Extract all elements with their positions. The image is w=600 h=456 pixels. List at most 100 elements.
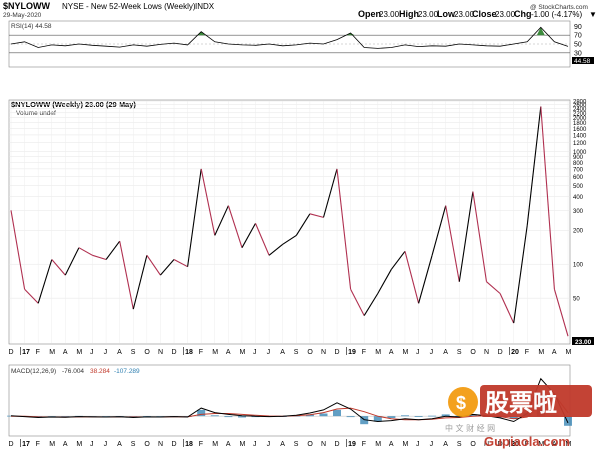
price-last-box <box>572 337 594 345</box>
x-axis-label: S <box>457 441 462 448</box>
price-segment <box>282 234 297 245</box>
x-axis-label: S <box>294 441 299 448</box>
x-axis-label: O <box>307 441 313 448</box>
price-tick-label: 100 <box>573 263 584 269</box>
x-axis-label: M <box>239 441 245 448</box>
price-segment <box>51 259 66 276</box>
x-axis-label: A <box>63 349 68 356</box>
price-segment <box>37 259 53 304</box>
price-tick-label: 1000 <box>573 150 587 156</box>
price-segment <box>268 243 284 256</box>
rsi-last-value: 44.58 <box>574 58 591 65</box>
x-axis-label: J <box>267 441 271 448</box>
x-axis-label: J <box>104 349 108 356</box>
x-axis-label: J <box>430 441 434 448</box>
macd-label: MACD(12,26,9) <box>11 368 56 375</box>
macd-histogram-bar <box>414 416 423 417</box>
price-tick-label: 1600 <box>573 127 587 133</box>
x-axis-label: 19 <box>348 349 356 356</box>
price-segment <box>78 247 93 256</box>
x-axis-label: M <box>538 441 544 448</box>
x-axis-label: A <box>280 349 285 356</box>
price-segment <box>431 205 447 256</box>
x-axis-label: M <box>375 441 381 448</box>
chg-label: Chg <box>514 9 532 19</box>
low-value: 23.00 <box>454 10 475 19</box>
rsi-line <box>10 26 569 49</box>
price-segment <box>499 293 515 324</box>
price-segment <box>377 269 392 294</box>
price-segment <box>486 281 501 294</box>
price-segment <box>322 168 338 218</box>
x-axis-label: D <box>498 349 503 356</box>
x-axis-label: O <box>144 349 150 356</box>
histogram-value: -107.289 <box>114 368 140 375</box>
x-axis-label: 20 <box>511 441 519 448</box>
price-segment <box>146 254 161 276</box>
price-segment <box>254 223 270 256</box>
price-tick-label: 50 <box>573 297 580 303</box>
macd-line <box>10 377 569 424</box>
macd-histogram-bar <box>238 416 246 418</box>
x-axis-label: N <box>158 441 163 448</box>
rsi-tick-label: 30 <box>574 50 582 57</box>
macd-histogram-bar <box>346 416 355 418</box>
x-axis-label: N <box>484 441 489 448</box>
price-tick-label: 1800 <box>573 121 587 127</box>
x-axis-label: N <box>321 441 326 448</box>
price-tick-label: 2600 <box>573 103 587 109</box>
high-value: 23.00 <box>418 10 439 19</box>
x-axis-label: S <box>131 349 136 356</box>
x-axis-label: A <box>63 441 68 448</box>
x-axis-label: J <box>253 441 257 448</box>
x-axis-label: A <box>443 349 448 356</box>
macd-histogram-bar <box>428 415 437 417</box>
rsi-tick-label: 90 <box>574 24 582 31</box>
price-segment <box>241 223 256 248</box>
watermark-text: 股票啦 <box>485 389 557 417</box>
x-axis-label: M <box>212 349 218 356</box>
chg-value: -1.00 (-4.17%) <box>531 10 582 19</box>
macd-value: -76.004 <box>62 368 84 375</box>
rsi-label: RSI(14) 44.58 <box>11 23 52 30</box>
macd-histogram-bar <box>197 409 206 417</box>
macd-histogram-bar <box>509 416 518 419</box>
price-segment <box>295 213 311 236</box>
price-segment <box>513 225 528 324</box>
open-label: Open <box>358 9 381 19</box>
watermark: $ 股票啦 中 文 财 经 网 Gupiaola.com <box>445 385 592 449</box>
macd-histogram-bar <box>319 413 328 417</box>
price-gridlines <box>9 100 570 343</box>
x-axis-label: D <box>9 349 14 356</box>
price-tick-label: 500 <box>573 184 584 190</box>
macd-histogram-bar <box>468 414 477 417</box>
x-axis-label: F <box>36 441 40 448</box>
price-segment <box>526 106 542 226</box>
price-segment <box>227 205 243 248</box>
price-segment <box>336 168 352 290</box>
price-tick-label: 700 <box>573 167 584 173</box>
price-segment <box>132 255 148 310</box>
symbol: $NYLOWW <box>3 1 51 11</box>
macd-histogram-bar <box>441 414 450 417</box>
x-axis-label: M <box>566 349 572 356</box>
macd-histogram-bar <box>373 416 382 422</box>
rsi-panel: RSI(14) 44.58 9070503010 44.58 <box>8 20 594 68</box>
price-tick-label: 2200 <box>573 111 587 117</box>
x-axis-label: F <box>362 441 366 448</box>
open-value: 23.00 <box>379 10 400 19</box>
macd-histogram-bar <box>401 415 409 417</box>
price-segment <box>350 288 365 316</box>
x-axis-label: F <box>199 349 203 356</box>
x-axis-label: F <box>525 441 529 448</box>
x-axis-label: O <box>307 349 313 356</box>
x-axis-label: J <box>416 441 420 448</box>
x-axis-label: D <box>172 441 177 448</box>
price-tick-label: 200 <box>573 229 584 235</box>
chart-header: $NYLOWW NYSE - New 52-Week Lows (Weekly)… <box>3 1 597 19</box>
price-segment <box>390 250 406 270</box>
x-axis-label: J <box>430 349 434 356</box>
price-tick-label: 900 <box>573 155 584 161</box>
price-tick-label: 600 <box>573 175 584 181</box>
